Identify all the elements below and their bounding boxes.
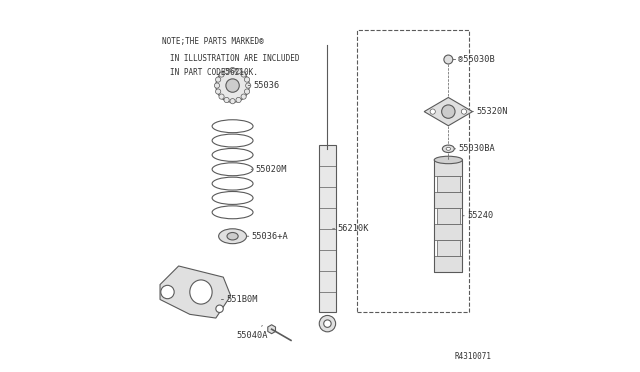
Circle shape <box>224 97 229 103</box>
Bar <box>436 240 460 256</box>
Circle shape <box>214 83 220 88</box>
Bar <box>434 256 463 272</box>
Circle shape <box>444 55 453 64</box>
Circle shape <box>461 109 467 114</box>
Ellipse shape <box>190 280 212 304</box>
Circle shape <box>236 97 241 103</box>
Polygon shape <box>424 97 472 126</box>
Circle shape <box>161 285 174 299</box>
Text: 55036+A: 55036+A <box>246 232 288 241</box>
Ellipse shape <box>219 229 246 244</box>
Circle shape <box>324 320 331 327</box>
Bar <box>434 192 463 208</box>
Circle shape <box>216 305 223 312</box>
Circle shape <box>219 72 224 77</box>
Bar <box>434 160 463 272</box>
Circle shape <box>430 109 435 114</box>
Bar <box>357 30 468 312</box>
Circle shape <box>216 89 221 94</box>
Text: IN PART CODE56210K.: IN PART CODE56210K. <box>170 68 259 77</box>
Polygon shape <box>268 325 275 334</box>
Circle shape <box>216 69 250 102</box>
Text: 551B0M: 551B0M <box>221 295 258 304</box>
Text: 55320N: 55320N <box>472 107 508 116</box>
Polygon shape <box>160 266 231 318</box>
Text: IN ILLUSTRATION ARE INCLUDED: IN ILLUSTRATION ARE INCLUDED <box>170 54 300 63</box>
Text: 55030BA: 55030BA <box>454 144 495 153</box>
Bar <box>434 160 463 176</box>
Text: NOTE;THE PARTS MARKED®: NOTE;THE PARTS MARKED® <box>162 37 264 46</box>
Bar <box>436 208 460 224</box>
Circle shape <box>244 77 250 82</box>
Ellipse shape <box>442 145 454 153</box>
Text: 56210K: 56210K <box>333 224 369 233</box>
Circle shape <box>226 79 239 92</box>
Circle shape <box>230 67 235 73</box>
Text: 55036: 55036 <box>248 81 279 90</box>
Circle shape <box>236 68 241 74</box>
Bar <box>436 176 460 192</box>
Text: 55020M: 55020M <box>251 165 287 174</box>
Text: R4310071: R4310071 <box>454 352 491 361</box>
Bar <box>434 224 463 240</box>
Circle shape <box>319 315 335 332</box>
Ellipse shape <box>446 147 451 150</box>
Text: ®55030B: ®55030B <box>453 55 495 64</box>
Circle shape <box>442 105 455 118</box>
Circle shape <box>241 72 246 77</box>
Circle shape <box>224 68 229 74</box>
Circle shape <box>244 89 250 94</box>
Circle shape <box>230 99 235 104</box>
Circle shape <box>219 94 224 99</box>
Circle shape <box>241 94 246 99</box>
Text: 55240: 55240 <box>463 211 493 220</box>
Circle shape <box>216 77 221 82</box>
Text: 55040A: 55040A <box>237 326 268 340</box>
Ellipse shape <box>434 156 463 164</box>
Ellipse shape <box>227 232 238 240</box>
Circle shape <box>246 83 251 88</box>
Bar <box>319 145 335 312</box>
